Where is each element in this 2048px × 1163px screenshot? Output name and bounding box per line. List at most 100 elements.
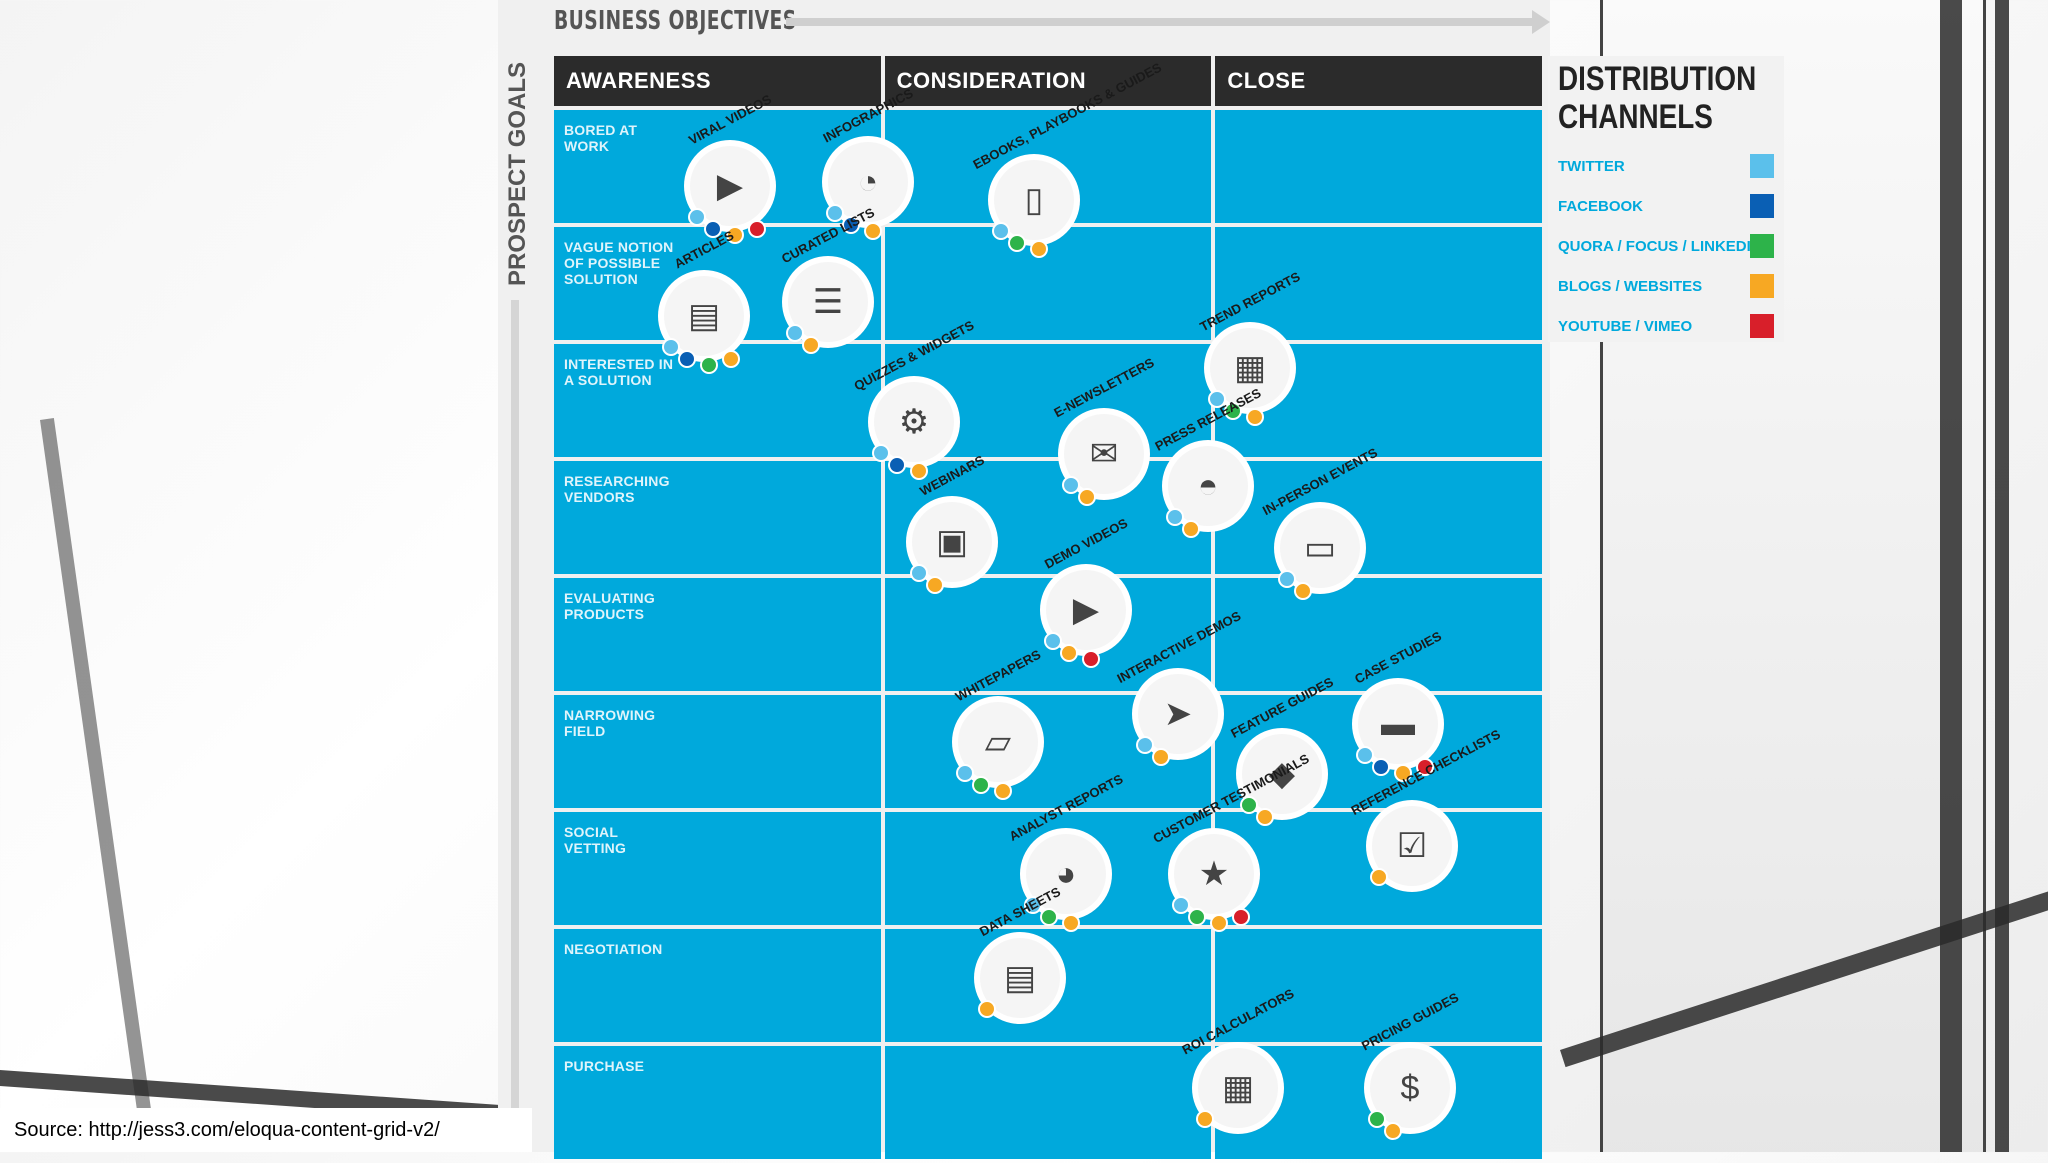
channel-dot-twitter (1044, 632, 1062, 650)
source-caption: Source: http://jess3.com/eloqua-content-… (0, 1108, 532, 1152)
grid-cell (1215, 461, 1543, 574)
content-type-bubble: ⚙ QUIZZES & WIDGETS (851, 318, 977, 480)
channel-dot-linkedin (1368, 1110, 1386, 1128)
channel-dot-twitter (1208, 390, 1226, 408)
grid-cell: NARROWING FIELD (554, 695, 881, 808)
cube-icon: ◆ (1268, 755, 1296, 793)
content-type-bubble: ▯ EBOOKS, PLAYBOOKS & GUIDES (970, 60, 1164, 258)
column-header-awareness: AWARENESS (554, 56, 881, 106)
channel-dot-blogs (1384, 1122, 1402, 1140)
channel-dot-linkedin (1040, 908, 1058, 926)
channel-dot-twitter (1172, 896, 1190, 914)
grid-cell (884, 1046, 1212, 1159)
row-label: EVALUATING PRODUCTS (564, 590, 655, 622)
row-label: NARROWING FIELD (564, 707, 656, 739)
legend-item-label: QUORA / FOCUS / LINKEDIN (1558, 238, 1762, 255)
channel-dot-twitter (1136, 736, 1154, 754)
list-icon: ☰ (812, 283, 844, 321)
channel-dot-blogs (1294, 582, 1312, 600)
content-type-bubble: ◓ PRESS RELEASES (1152, 385, 1264, 538)
channel-dot-facebook (1372, 758, 1390, 776)
legend-title: DISTRIBUTION CHANNELS (1558, 60, 1757, 136)
legend-item-label: YOUTUBE / VIMEO (1558, 318, 1693, 335)
channel-dot-blogs (1246, 408, 1264, 426)
prospect-goals-label: PROSPECT GOALS (504, 61, 531, 286)
cursor-icon: ➤ (1163, 695, 1193, 733)
presentation-icon: ▣ (935, 523, 969, 561)
legend-item: TWITTER (1558, 154, 1780, 180)
column-header-close: CLOSE (1215, 56, 1543, 106)
grid-row: INTERESTED IN A SOLUTION (554, 344, 1543, 457)
content-type-bubble: ▭ IN-PERSON EVENTS (1260, 445, 1380, 600)
grid-cell (1215, 110, 1543, 223)
channel-dot-linkedin (1188, 908, 1206, 926)
content-type-bubble: ▶ VIRAL VIDEOS (682, 91, 778, 244)
data-sheet-icon: ▤ (1003, 959, 1037, 997)
content-type-bubble: ▤ ARTICLES (656, 228, 752, 374)
channel-dot-facebook (678, 350, 696, 368)
video-icon: ▶ (1072, 591, 1100, 629)
channel-dot-blogs (910, 462, 928, 480)
channel-dot-twitter (956, 764, 974, 782)
channel-dot-facebook (704, 220, 722, 238)
legend-swatch (1750, 194, 1774, 218)
channel-dot-blogs (978, 1000, 996, 1018)
content-type-bubbles: ▶ VIRAL VIDEOS ◔ INFOGRAPHICS ▯ EBOOKS, PLAYB… (554, 56, 1542, 1156)
prospect-goals-arrow (511, 300, 519, 1152)
channel-dot-linkedin (1224, 402, 1242, 420)
channel-dot-twitter (910, 564, 928, 582)
content-type-bubble: ◕ ANALYST REPORTS (1007, 771, 1125, 932)
grid-cell: EVALUATING PRODUCTS (554, 578, 881, 691)
checklist-icon: ☑ (1396, 827, 1428, 865)
content-type-bubble: ▱ WHITEPAPERS (950, 647, 1046, 800)
content-type-bubble: ◔ INFOGRAPHICS (820, 85, 916, 240)
content-type-bubble: ▶ DEMO VIDEOS (1038, 515, 1134, 668)
content-type-bubble: ▤ DATA SHEETS (972, 884, 1068, 1024)
channel-dot-youtube (1232, 908, 1250, 926)
legend-swatch (1750, 274, 1774, 298)
channel-dot-youtube (1082, 650, 1100, 668)
newsletter-icon: ✉ (1089, 435, 1119, 473)
channel-dot-twitter (662, 338, 680, 356)
channel-dot-blogs (1196, 1110, 1214, 1128)
business-objectives-arrow (786, 10, 1550, 34)
distribution-channels-legend: DISTRIBUTION CHANNELS TWITTER FACEBOOK QUO… (1548, 56, 1784, 342)
row-label: INTERESTED IN A SOLUTION (564, 356, 674, 388)
channel-dot-facebook (842, 216, 860, 234)
content-type-bubble: ☰ CURATED LISTS (779, 205, 877, 354)
grid-cell (1215, 929, 1543, 1042)
grid-cell: SOCIAL VETTING (554, 812, 881, 925)
paper-icon: ▱ (984, 723, 1012, 761)
row-label: NEGOTIATION (564, 941, 663, 957)
channel-dot-blogs (1152, 748, 1170, 766)
grid-row: NEGOTIATION (554, 929, 1543, 1042)
channel-dot-blogs (1078, 488, 1096, 506)
hat-icon: ◓ (1197, 466, 1219, 505)
legend-swatch (1750, 154, 1774, 178)
folder-icon: ▬ (1381, 704, 1415, 743)
channel-dot-blogs (1182, 520, 1200, 538)
channel-dot-twitter (826, 204, 844, 222)
legend-item: BLOGS / WEBSITES (1558, 274, 1780, 300)
book-icon: ▯ (1024, 181, 1044, 219)
content-type-bubble: ☑ REFERENCE CHECKLISTS (1348, 726, 1503, 892)
column-headers: AWARENESS CONSIDERATION CLOSE (554, 56, 1543, 106)
legend-item: QUORA / FOCUS / LINKEDIN (1558, 234, 1780, 260)
channel-dot-blogs (1062, 914, 1080, 932)
channel-dot-blogs (726, 226, 744, 244)
channel-dot-twitter (992, 222, 1010, 240)
channel-dot-blogs (994, 782, 1012, 800)
business-objectives-label: BUSINESS OBJECTIVES (554, 6, 797, 36)
content-grid: AWARENESS CONSIDERATION CLOSE BORED AT W… (554, 56, 1543, 1163)
channel-dot-blogs (802, 336, 820, 354)
dollar-icon: $ (1400, 1068, 1420, 1107)
channel-dot-blogs (1030, 240, 1048, 258)
channel-dot-twitter (1062, 476, 1080, 494)
channel-dot-blogs (722, 350, 740, 368)
channel-dot-blogs (926, 576, 944, 594)
star-icon: ★ (1198, 855, 1230, 893)
content-type-bubble: ▦ ROI CALCULATORS (1180, 986, 1296, 1134)
channel-dot-youtube (1416, 758, 1434, 776)
channel-dot-twitter (1356, 746, 1374, 764)
newspaper-icon: ▤ (687, 297, 721, 335)
